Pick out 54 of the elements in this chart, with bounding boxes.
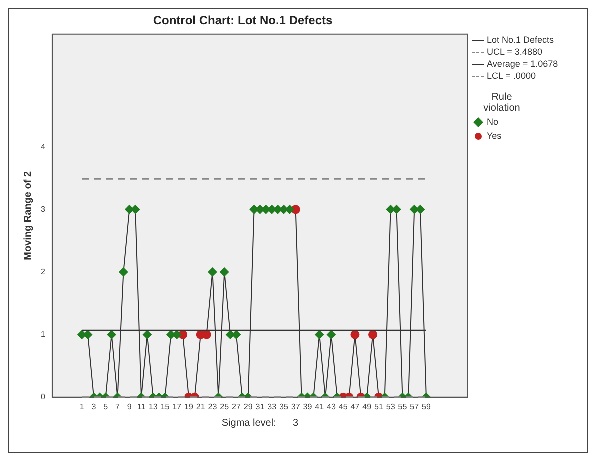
point: [208, 268, 218, 277]
chart-title: Control Chart: Lot No.1 Defects: [153, 14, 333, 28]
x-tick-label: 45: [338, 402, 348, 412]
x-tick-label: 19: [184, 402, 194, 412]
point: [220, 268, 230, 277]
x-tick-label: 57: [410, 402, 420, 412]
x-tick-label: 43: [327, 402, 336, 412]
x-tick-label: 11: [137, 402, 146, 412]
x-tick-label: 7: [116, 402, 121, 412]
x-tick-label: 5: [104, 402, 109, 412]
x-tick-label: 59: [422, 402, 432, 412]
y-tick-label: 3: [40, 204, 46, 214]
x-tick-label: 53: [386, 402, 396, 412]
x-tick-label: 31: [256, 402, 266, 412]
x-tick-label: 35: [280, 402, 289, 412]
x-tick-label: 17: [172, 402, 182, 412]
point: [350, 330, 360, 340]
legend-label: LCL = .0000: [487, 70, 536, 82]
y-tick-label: 2: [40, 267, 46, 276]
x-tick-label: 49: [362, 402, 372, 412]
x-tick-label: 13: [148, 402, 158, 412]
point: [119, 268, 128, 277]
x-tick-label: 15: [160, 402, 170, 412]
x-axis-title: Sigma level: 3: [222, 418, 300, 429]
point: [368, 330, 378, 340]
x-tick-label: 3: [92, 402, 97, 412]
y-axis-title: Moving Range of 2: [22, 171, 34, 260]
point: [315, 330, 324, 340]
point: [142, 330, 152, 340]
x-tick-label: 47: [350, 402, 360, 412]
legend-label: No: [487, 116, 499, 128]
x-tick-label: 33: [268, 402, 278, 412]
legend-title: Rule violation: [482, 92, 522, 114]
x-tick-label: 25: [220, 402, 230, 412]
x-tick-label: 27: [232, 402, 242, 412]
x-tick-label: 1: [80, 402, 85, 412]
x-tick-label: 29: [244, 402, 254, 412]
x-tick-label: 51: [374, 402, 384, 412]
y-tick-label: 1: [40, 330, 46, 340]
legend-label: UCL = 3.4880: [487, 46, 542, 58]
y-tick-label: 4: [40, 142, 46, 152]
x-tick-label: 23: [208, 402, 218, 412]
x-tick-label: 21: [196, 402, 206, 412]
legend-label: Average = 1.0678: [487, 58, 558, 70]
x-tick-label: 9: [127, 402, 132, 412]
x-tick-label: 41: [315, 402, 325, 412]
point: [107, 330, 116, 340]
x-tick-label: 37: [291, 402, 301, 412]
y-tick-label: 0: [40, 392, 46, 402]
point: [326, 330, 336, 340]
x-tick-label: 39: [303, 402, 313, 412]
x-tick-label: 55: [398, 402, 408, 412]
legend-label: Yes: [487, 130, 502, 142]
legend-label: Lot No.1 Defects: [487, 34, 554, 46]
